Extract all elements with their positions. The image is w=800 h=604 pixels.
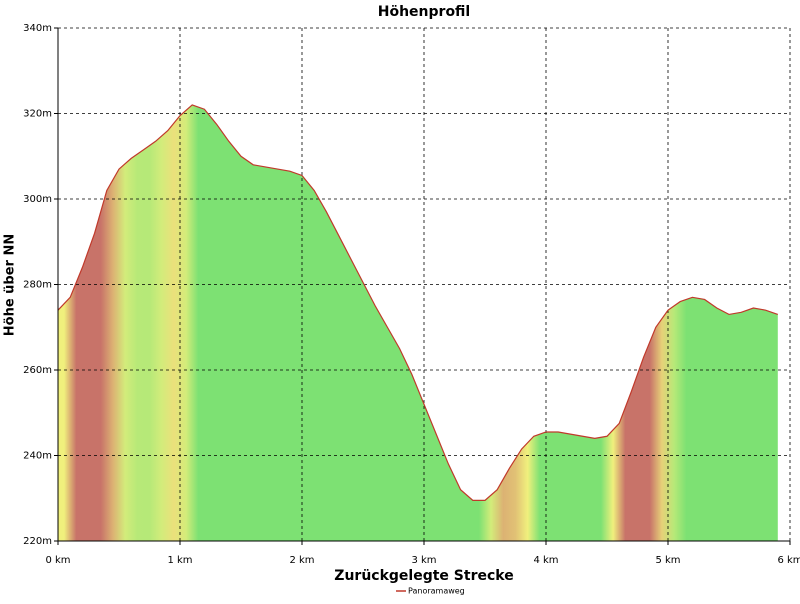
x-tick-label: 2 km: [289, 555, 314, 566]
y-tick-label: 300m: [23, 194, 52, 205]
x-tick-label: 5 km: [655, 555, 680, 566]
line: [57, 104, 778, 501]
x-tick-label: 6 km: [777, 555, 800, 566]
x-tick-label: 1 km: [167, 555, 192, 566]
y-tick-label: 340m: [23, 23, 52, 34]
x-tick-label: 0 km: [45, 555, 70, 566]
x-tick-label: 3 km: [411, 555, 436, 566]
x-axis-label: Zurückgelegte Strecke: [334, 568, 513, 584]
y-tick-label: 280m: [23, 280, 52, 291]
legend-label: Panoramaweg: [408, 587, 465, 596]
y-tick-label: 240m: [23, 451, 52, 462]
chart-title: Höhenprofil: [378, 4, 470, 20]
y-tick-label: 220m: [23, 536, 52, 547]
y-tick-label: 320m: [23, 109, 52, 120]
area: [58, 104, 778, 541]
y-tick-label: 260m: [23, 365, 52, 376]
y-axis-label: Höhe über NN: [3, 234, 18, 336]
x-tick-label: 4 km: [533, 555, 558, 566]
